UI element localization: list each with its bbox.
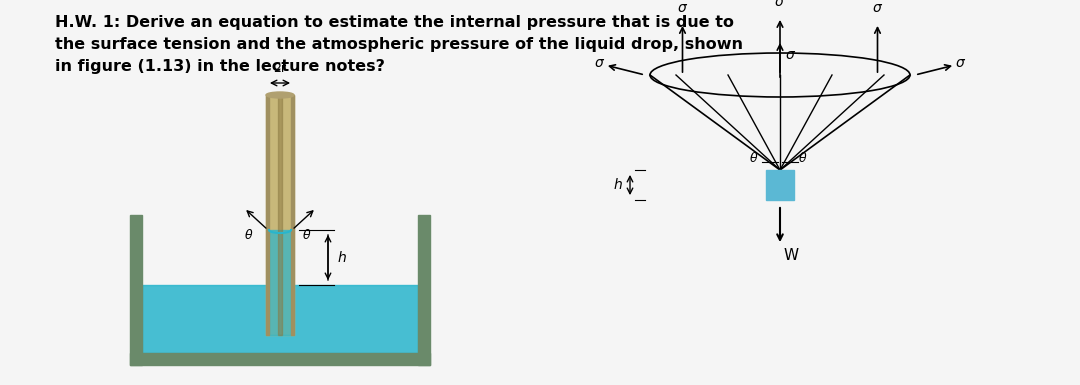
Text: $\sigma$: $\sigma$: [677, 1, 688, 15]
Text: h: h: [338, 251, 347, 264]
Text: W: W: [784, 248, 799, 263]
Bar: [266, 95, 294, 335]
Bar: [766, 170, 794, 200]
Text: $\theta$: $\theta$: [302, 228, 311, 242]
Text: h: h: [613, 178, 622, 192]
Text: $\sigma$: $\sigma$: [785, 48, 796, 62]
Bar: [291, 95, 294, 335]
Bar: [278, 95, 282, 335]
Bar: [418, 215, 430, 365]
Bar: [269, 230, 291, 335]
Text: $\sigma$: $\sigma$: [594, 56, 605, 70]
Text: $\sigma$: $\sigma$: [872, 1, 883, 15]
Text: $\sigma$: $\sigma$: [774, 0, 785, 9]
Text: $\theta$: $\theta$: [798, 151, 808, 165]
Text: $\sigma$: $\sigma$: [955, 56, 967, 70]
Bar: [130, 215, 141, 365]
Text: $\theta$: $\theta$: [748, 151, 758, 165]
Ellipse shape: [266, 92, 294, 98]
Text: 2r: 2r: [273, 62, 286, 75]
Text: $\theta$: $\theta$: [244, 228, 253, 242]
Text: in figure (1.13) in the lecture notes?: in figure (1.13) in the lecture notes?: [55, 59, 384, 74]
Bar: [266, 95, 269, 335]
Bar: [141, 285, 418, 353]
Text: the surface tension and the atmospheric pressure of the liquid drop, shown: the surface tension and the atmospheric …: [55, 37, 743, 52]
Bar: [130, 353, 430, 365]
Text: H.W. 1: Derive an equation to estimate the internal pressure that is due to: H.W. 1: Derive an equation to estimate t…: [55, 15, 734, 30]
